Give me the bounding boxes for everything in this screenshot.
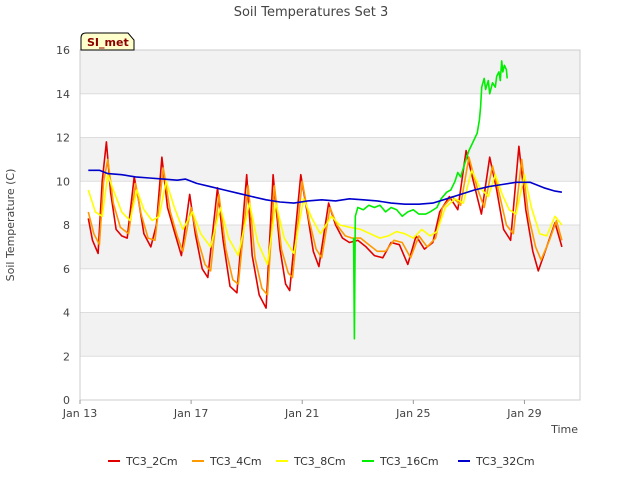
grid-band	[80, 312, 580, 357]
legend-item-tc3-2cm: TC3_2Cm	[108, 455, 178, 468]
y-tick-label: 6	[63, 263, 70, 276]
y-axis-label: Soil Temperature (C)	[4, 169, 17, 282]
y-tick-label: 16	[56, 44, 70, 57]
grid-band	[80, 137, 580, 182]
series-line-tc3-4cm	[87, 156, 563, 296]
legend-label: TC3_2Cm	[125, 455, 178, 468]
y-axis: 0 2 4 6 8 10 12 14 16	[56, 44, 70, 407]
series-line-tc3-16cm	[352, 60, 508, 340]
grid-band	[80, 50, 580, 94]
legend-item-tc3-4cm: TC3_4Cm	[192, 455, 262, 468]
y-tick-label: 14	[56, 88, 70, 101]
y-tick-label: 0	[63, 394, 70, 407]
legend: TC3_2Cm TC3_4Cm TC3_8Cm TC3_16Cm TC3_32Cm	[108, 455, 535, 468]
x-tick-label: Jan 13	[62, 407, 97, 420]
si-met-badge: SI_met	[80, 32, 135, 51]
x-tick-label: Jan 21	[284, 407, 319, 420]
grid-band	[80, 356, 580, 400]
badge-box	[80, 32, 135, 51]
series-lines	[87, 60, 563, 340]
legend-item-tc3-16cm: TC3_16Cm	[362, 455, 439, 468]
legend-item-tc3-8cm: TC3_8Cm	[276, 455, 346, 468]
series-line-tc3-2cm	[87, 141, 563, 309]
x-axis-label: Time	[550, 423, 578, 436]
x-tick-label: Jan 25	[395, 407, 430, 420]
grid-band	[80, 268, 580, 313]
grid-band	[80, 225, 580, 269]
x-tick-label: Jan 29	[506, 407, 541, 420]
legend-label: TC3_4Cm	[209, 455, 262, 468]
legend-label: TC3_16Cm	[379, 455, 439, 468]
series-line-tc3-32cm	[88, 169, 563, 205]
x-tick-label: Jan 17	[173, 407, 208, 420]
legend-label: TC3_8Cm	[293, 455, 346, 468]
legend-label: TC3_32Cm	[475, 455, 535, 468]
chart-title: Soil Temperatures Set 3	[234, 5, 389, 20]
legend-item-tc3-32cm: TC3_32Cm	[458, 455, 535, 468]
y-tick-label: 12	[56, 132, 70, 145]
grid-band	[80, 93, 580, 138]
badge-label: SI_met	[87, 36, 129, 49]
plot-frame	[79, 49, 581, 401]
y-tick-label: 4	[63, 307, 70, 320]
y-tick-label: 8	[63, 219, 70, 232]
y-tick-label: 2	[63, 350, 70, 363]
plot-background	[79, 49, 581, 401]
y-tick-label: 10	[56, 175, 70, 188]
x-axis: Jan 13 Jan 17 Jan 21 Jan 25 Jan 29	[62, 400, 542, 420]
